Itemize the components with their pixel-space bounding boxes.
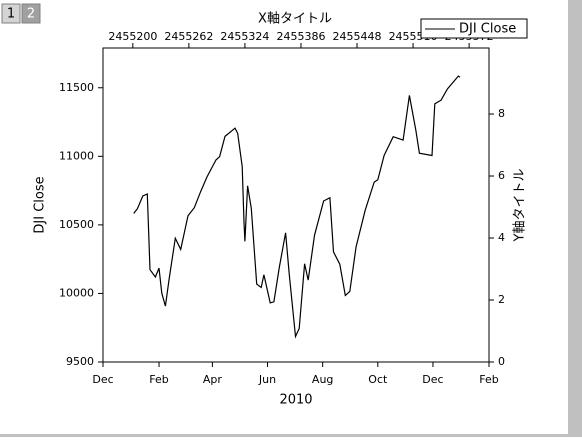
- legend-box: [420, 18, 528, 39]
- y-tick-label: 11000: [59, 149, 94, 162]
- window-edge: [568, 0, 582, 437]
- layer-tab-label[interactable]: 2: [27, 7, 35, 22]
- y-tick-label: 10000: [59, 286, 94, 299]
- x2-tick-label: 2455448: [333, 30, 382, 43]
- x2-tick-label: 2455324: [220, 30, 269, 43]
- x2-tick-label: 2455200: [108, 30, 157, 43]
- x2-tick-label: 2455386: [276, 30, 325, 43]
- plot-frame: [102, 47, 490, 363]
- x-tick-label: Feb: [149, 373, 168, 386]
- y2-tick-label: 2: [498, 293, 505, 306]
- x-tick-label: Oct: [368, 373, 388, 386]
- y-tick-label: 10500: [59, 218, 94, 231]
- y2-tick-label: 8: [498, 107, 505, 120]
- layer-tab[interactable]: 1: [1, 3, 21, 24]
- layer-tab[interactable]: 2: [21, 3, 41, 24]
- layer-tab-label[interactable]: 1: [7, 7, 15, 22]
- x-axis-title: 2010: [279, 393, 312, 408]
- x-tick-label: Apr: [203, 373, 223, 386]
- x-tick-label: Feb: [479, 373, 498, 386]
- chart-title: X軸タイトル: [258, 12, 332, 27]
- y2-tick-label: 0: [498, 355, 505, 368]
- y2-axis-title: Y軸タイトル: [513, 169, 528, 243]
- y-axis-title: DJI Close: [33, 176, 48, 233]
- x-tick-label: Jun: [258, 373, 276, 386]
- y2-tick-label: 6: [498, 169, 505, 182]
- y-tick-label: 9500: [66, 355, 94, 368]
- y-tick-label: 11500: [59, 81, 94, 94]
- data-line: [133, 75, 461, 339]
- legend-label: DJI Close: [459, 22, 516, 37]
- y2-tick-label: 4: [498, 231, 505, 244]
- x-tick-label: Dec: [92, 373, 113, 386]
- x-tick-label: Aug: [312, 373, 333, 386]
- x-tick-label: Dec: [422, 373, 443, 386]
- x2-tick-label: 2455262: [164, 30, 213, 43]
- window-edge: [0, 434, 582, 437]
